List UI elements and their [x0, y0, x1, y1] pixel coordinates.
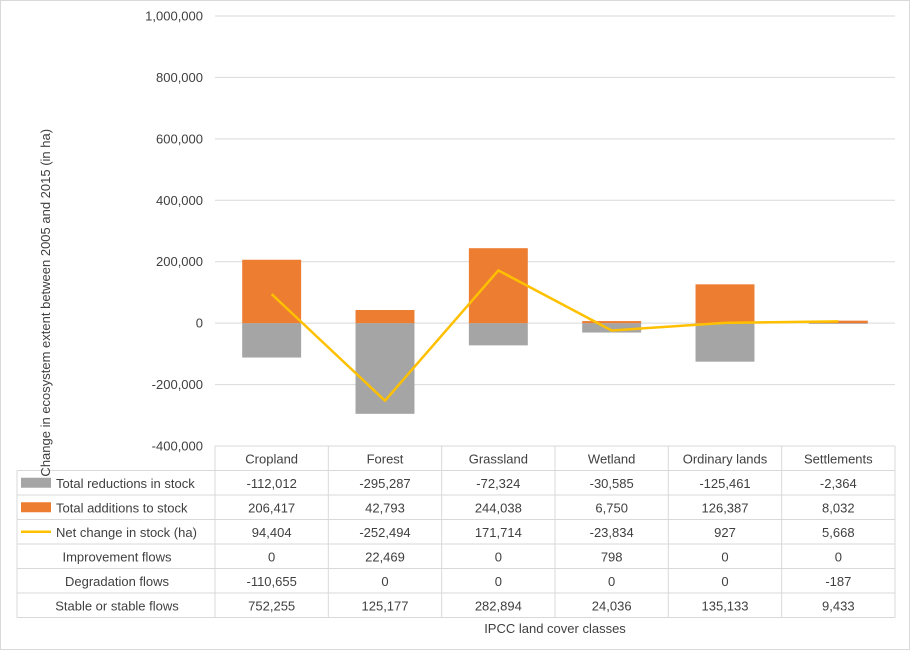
category-label: Wetland — [588, 451, 635, 466]
table-cell-value: 171,714 — [475, 525, 522, 540]
category-label: Ordinary lands — [683, 451, 768, 466]
bar — [355, 309, 415, 324]
table-cell-value: 798 — [601, 549, 623, 564]
table-cell-value: 6,750 — [595, 500, 628, 515]
table-cell-value: 244,038 — [475, 500, 522, 515]
table-cell-value: -30,585 — [590, 476, 634, 491]
table-cell-value: 126,387 — [702, 500, 749, 515]
table-cell-value: 927 — [714, 525, 736, 540]
y-tick-label: 1,000,000 — [145, 9, 203, 24]
x-axis-label: IPCC land cover classes — [484, 621, 626, 636]
y-tick-label: 600,000 — [156, 131, 203, 146]
table-cell-value: -187 — [825, 574, 851, 589]
table-cell-value: 94,404 — [252, 525, 292, 540]
table-cell-value: 135,133 — [702, 598, 749, 613]
bar — [468, 323, 528, 346]
bar — [808, 323, 868, 324]
series-label: Total reductions in stock — [56, 476, 195, 491]
table-cell-value: 0 — [608, 574, 615, 589]
table-cell-value: 0 — [835, 549, 842, 564]
category-label: Grassland — [469, 451, 528, 466]
series-label: Improvement flows — [62, 549, 172, 564]
bar — [695, 284, 755, 324]
table-cell-value: 206,417 — [248, 500, 295, 515]
bar — [355, 323, 415, 414]
series-label: Total additions to stock — [56, 500, 188, 515]
category-label: Settlements — [804, 451, 873, 466]
table-cell-value: 0 — [721, 574, 728, 589]
series-label: Net change in stock (ha) — [56, 525, 197, 540]
bar — [695, 323, 755, 362]
table-cell-value: 9,433 — [822, 598, 855, 613]
table-cell-value: 0 — [495, 549, 502, 564]
bar — [582, 321, 642, 324]
table-cell-value: -72,324 — [476, 476, 520, 491]
table-cell-value: -295,287 — [359, 476, 410, 491]
table-cell-value: 0 — [381, 574, 388, 589]
bar — [582, 323, 642, 333]
bar — [242, 323, 302, 358]
table-cell-value: 24,036 — [592, 598, 632, 613]
table-cell-value: -252,494 — [359, 525, 410, 540]
y-tick-label: -400,000 — [152, 439, 203, 454]
table-cell-value: 125,177 — [362, 598, 409, 613]
net-change-polyline — [270, 269, 839, 402]
legend-swatch — [21, 477, 51, 488]
y-tick-label: 0 — [196, 316, 203, 331]
table-cell-value: 0 — [721, 549, 728, 564]
legend-swatch — [21, 502, 51, 513]
table-cell-value: 752,255 — [248, 598, 295, 613]
bar — [468, 248, 528, 324]
y-tick-label: 800,000 — [156, 70, 203, 85]
table-cell-value: 282,894 — [475, 598, 522, 613]
data-table: Cropland Forest Grassland Wetland Ordinary l… — [16, 446, 896, 618]
y-axis-ticks: -400,000 -200,000 0 200,000 400,000 600,000 80… — [145, 9, 203, 454]
series-label: Stable or stable flows — [55, 598, 179, 613]
table-cell-value: -110,655 — [246, 574, 296, 589]
category-label: Cropland — [245, 451, 298, 466]
y-tick-label: 200,000 — [156, 254, 203, 269]
table-cell-value: 22,469 — [365, 549, 405, 564]
table-cell-value: 42,793 — [365, 500, 405, 515]
table-cell-value: -23,834 — [590, 525, 634, 540]
gridlines — [215, 15, 895, 447]
y-axis-label: Change in ecosystem extent between 2005 … — [38, 129, 53, 477]
table-cell-value: -2,364 — [820, 476, 857, 491]
table-cell-value: -112,012 — [246, 476, 296, 491]
y-tick-label: 400,000 — [156, 193, 203, 208]
table-cell-value: 0 — [268, 549, 275, 564]
table-cell-value: 5,668 — [822, 525, 855, 540]
bars — [242, 248, 868, 414]
table-cell-value: 8,032 — [822, 500, 855, 515]
category-label: Forest — [367, 451, 404, 466]
series-label: Degradation flows — [65, 574, 170, 589]
table-cell-value: -125,461 — [699, 476, 750, 491]
y-tick-label: -200,000 — [152, 377, 203, 392]
net-change-line — [270, 269, 839, 402]
table-cell-value: 0 — [495, 574, 502, 589]
